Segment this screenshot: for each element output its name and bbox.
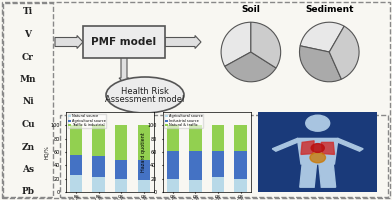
Text: PMF model: PMF model: [91, 37, 156, 47]
Text: Ni: Ni: [22, 98, 34, 106]
Bar: [234, 151, 247, 179]
Bar: [70, 155, 82, 175]
Ellipse shape: [106, 77, 184, 113]
Bar: [115, 125, 127, 160]
Bar: [138, 180, 150, 192]
FancyBboxPatch shape: [83, 26, 165, 58]
Bar: [115, 179, 127, 192]
FancyArrow shape: [119, 57, 129, 83]
Wedge shape: [300, 22, 344, 52]
Wedge shape: [329, 26, 359, 79]
Text: Cu: Cu: [21, 120, 35, 129]
Bar: [138, 160, 150, 180]
Polygon shape: [272, 138, 301, 151]
Wedge shape: [251, 22, 281, 68]
Text: Pb: Pb: [22, 188, 34, 196]
FancyArrow shape: [165, 36, 201, 48]
Polygon shape: [301, 141, 314, 154]
Legend: Natural source, Agricultural source, Traffic & industrial: Natural source, Agricultural source, Tra…: [67, 114, 106, 128]
Bar: [167, 179, 179, 192]
Circle shape: [306, 115, 330, 131]
Polygon shape: [321, 142, 334, 154]
Polygon shape: [334, 138, 363, 151]
Bar: [212, 125, 224, 151]
Bar: [70, 175, 82, 192]
Y-axis label: Hazard quotient: Hazard quotient: [141, 132, 146, 172]
Circle shape: [310, 152, 325, 163]
Bar: [189, 151, 202, 180]
Circle shape: [311, 144, 324, 152]
FancyArrow shape: [119, 114, 129, 136]
Text: As: As: [22, 165, 34, 174]
Wedge shape: [299, 46, 341, 82]
Wedge shape: [221, 22, 251, 66]
Y-axis label: HQ/%: HQ/%: [44, 145, 49, 159]
Text: Ti: Ti: [23, 7, 33, 17]
Bar: [189, 125, 202, 151]
Bar: [212, 177, 224, 192]
Bar: [93, 156, 105, 177]
Bar: [167, 151, 179, 179]
Text: Assessment model: Assessment model: [105, 96, 185, 104]
Bar: [234, 125, 247, 151]
Bar: [93, 125, 105, 156]
Polygon shape: [298, 138, 338, 164]
Text: Cr: Cr: [22, 52, 34, 62]
Bar: [212, 151, 224, 177]
Text: Mn: Mn: [20, 75, 36, 84]
Bar: [138, 125, 150, 160]
Title: Soil: Soil: [241, 5, 260, 14]
Legend: Agricultural source, Industrial source, Natural & traffic: Agricultural source, Industrial source, …: [164, 114, 203, 128]
Text: Zn: Zn: [22, 142, 34, 152]
Wedge shape: [225, 52, 276, 82]
Bar: [234, 179, 247, 192]
Text: Health Risk: Health Risk: [121, 86, 169, 96]
Bar: [60, 115, 388, 197]
Bar: [189, 180, 202, 192]
Bar: [167, 125, 179, 151]
Bar: [70, 125, 82, 155]
Title: Sediment: Sediment: [305, 5, 354, 14]
Bar: [115, 160, 127, 179]
Polygon shape: [319, 164, 336, 187]
Text: V: V: [24, 30, 31, 39]
FancyArrow shape: [55, 36, 83, 48]
Bar: [93, 177, 105, 192]
Polygon shape: [300, 164, 316, 187]
Bar: [3, 3, 53, 197]
